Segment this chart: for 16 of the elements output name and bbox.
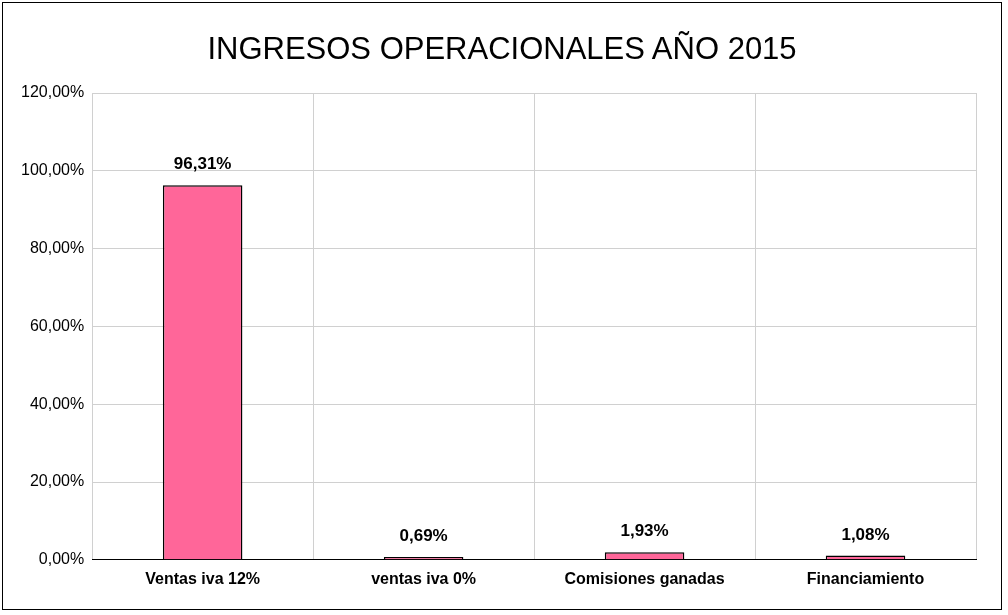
y-tick-label: 100,00% <box>20 161 85 179</box>
x-tick-label: Ventas iva 12% <box>145 569 261 587</box>
data-label: 96,31% <box>173 154 232 174</box>
y-tick-label: 60,00% <box>29 316 85 334</box>
y-tick-label: 40,00% <box>29 394 85 412</box>
y-tick-label: 120,00% <box>20 83 85 101</box>
chart-title: INGRESOS OPERACIONALES AÑO 2015 <box>206 31 798 67</box>
data-label: 0,69% <box>399 526 448 546</box>
x-tick-label: ventas iva 0% <box>371 569 477 587</box>
y-tick-label: 80,00% <box>29 239 85 257</box>
data-label: 1,08% <box>841 524 890 544</box>
y-tick-label: 20,00% <box>29 472 85 490</box>
y-tick-label: 0,00% <box>38 550 85 568</box>
data-label: 1,93% <box>620 521 669 541</box>
x-tick-label: Comisiones ganadas <box>564 569 725 587</box>
x-tick-label: Financiamiento <box>806 569 925 587</box>
